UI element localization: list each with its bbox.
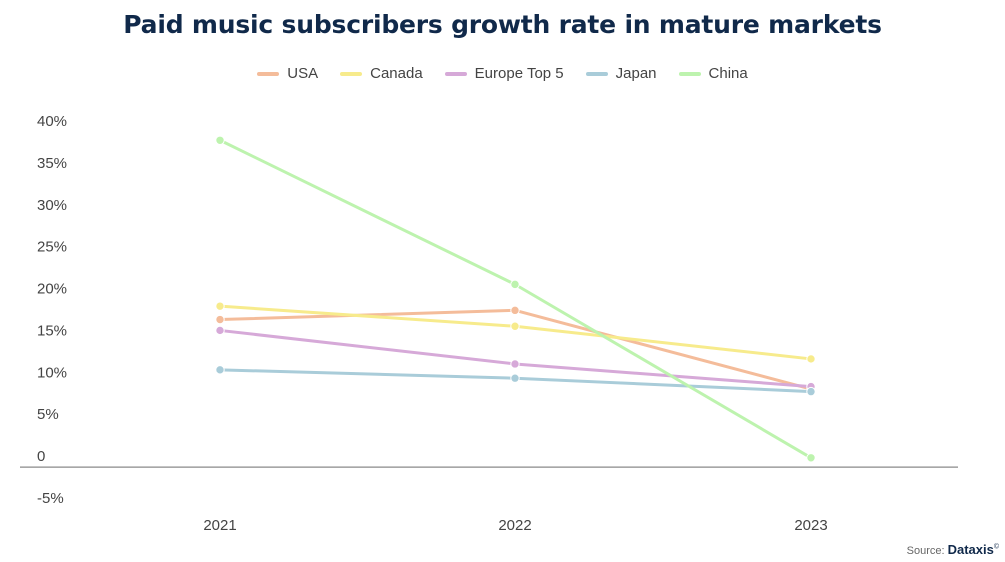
data-point[interactable] bbox=[215, 365, 225, 375]
y-tick-label: 15% bbox=[37, 322, 67, 339]
data-point[interactable] bbox=[510, 279, 520, 290]
data-point[interactable] bbox=[510, 359, 520, 369]
y-tick-label: 35% bbox=[37, 155, 67, 172]
data-point[interactable] bbox=[215, 135, 225, 145]
y-tick-label: 10% bbox=[37, 364, 67, 381]
data-point[interactable] bbox=[510, 321, 520, 331]
legend-label: Europe Top 5 bbox=[474, 65, 564, 82]
legend-item[interactable]: China bbox=[678, 65, 748, 82]
legend-label: China bbox=[708, 65, 748, 82]
legend-label: USA bbox=[287, 65, 319, 82]
x-tick-label: 2021 bbox=[203, 517, 236, 534]
legend-label: Canada bbox=[370, 65, 423, 82]
y-tick-label: 5% bbox=[37, 406, 59, 423]
source-credit: Source: Dataxis© bbox=[907, 542, 999, 557]
data-point[interactable] bbox=[806, 354, 816, 364]
data-point[interactable] bbox=[806, 386, 816, 397]
y-tick-label: 40% bbox=[37, 113, 67, 130]
y-tick-label: 0 bbox=[37, 448, 45, 465]
source-label: Source: bbox=[906, 545, 945, 557]
source-brand[interactable]: Dataxis© bbox=[948, 542, 999, 557]
legend-item[interactable]: Japan bbox=[585, 65, 657, 82]
y-tick-label: -5% bbox=[37, 490, 64, 507]
x-tick-label: 2023 bbox=[794, 517, 827, 534]
legend-swatch bbox=[444, 71, 467, 76]
series-line[interactable] bbox=[218, 138, 813, 460]
legend-swatch bbox=[340, 71, 363, 76]
legend-label: Japan bbox=[615, 65, 657, 82]
data-point[interactable] bbox=[215, 325, 225, 336]
legend: USA Canada Europe Top 5 Japan China bbox=[0, 65, 1005, 82]
chart-title: Paid music subscribers growth rate in ma… bbox=[123, 10, 882, 39]
brand-mark: © bbox=[993, 543, 999, 551]
legend-swatch bbox=[678, 71, 701, 76]
x-tick-label: 2022 bbox=[498, 517, 531, 534]
legend-item[interactable]: USA bbox=[257, 65, 318, 82]
data-point[interactable] bbox=[215, 301, 225, 311]
y-tick-label: 30% bbox=[37, 197, 67, 214]
data-point[interactable] bbox=[510, 373, 520, 383]
data-point[interactable] bbox=[806, 453, 816, 463]
legend-item[interactable]: Canada bbox=[340, 65, 423, 82]
data-point[interactable] bbox=[215, 314, 225, 325]
legend-item[interactable]: Europe Top 5 bbox=[444, 65, 564, 82]
legend-swatch bbox=[257, 71, 280, 76]
brand-name: Dataxis bbox=[947, 542, 994, 557]
y-tick-label: 20% bbox=[37, 281, 67, 298]
legend-swatch bbox=[585, 71, 608, 76]
y-tick-label: 25% bbox=[37, 239, 67, 256]
data-point[interactable] bbox=[510, 305, 520, 316]
